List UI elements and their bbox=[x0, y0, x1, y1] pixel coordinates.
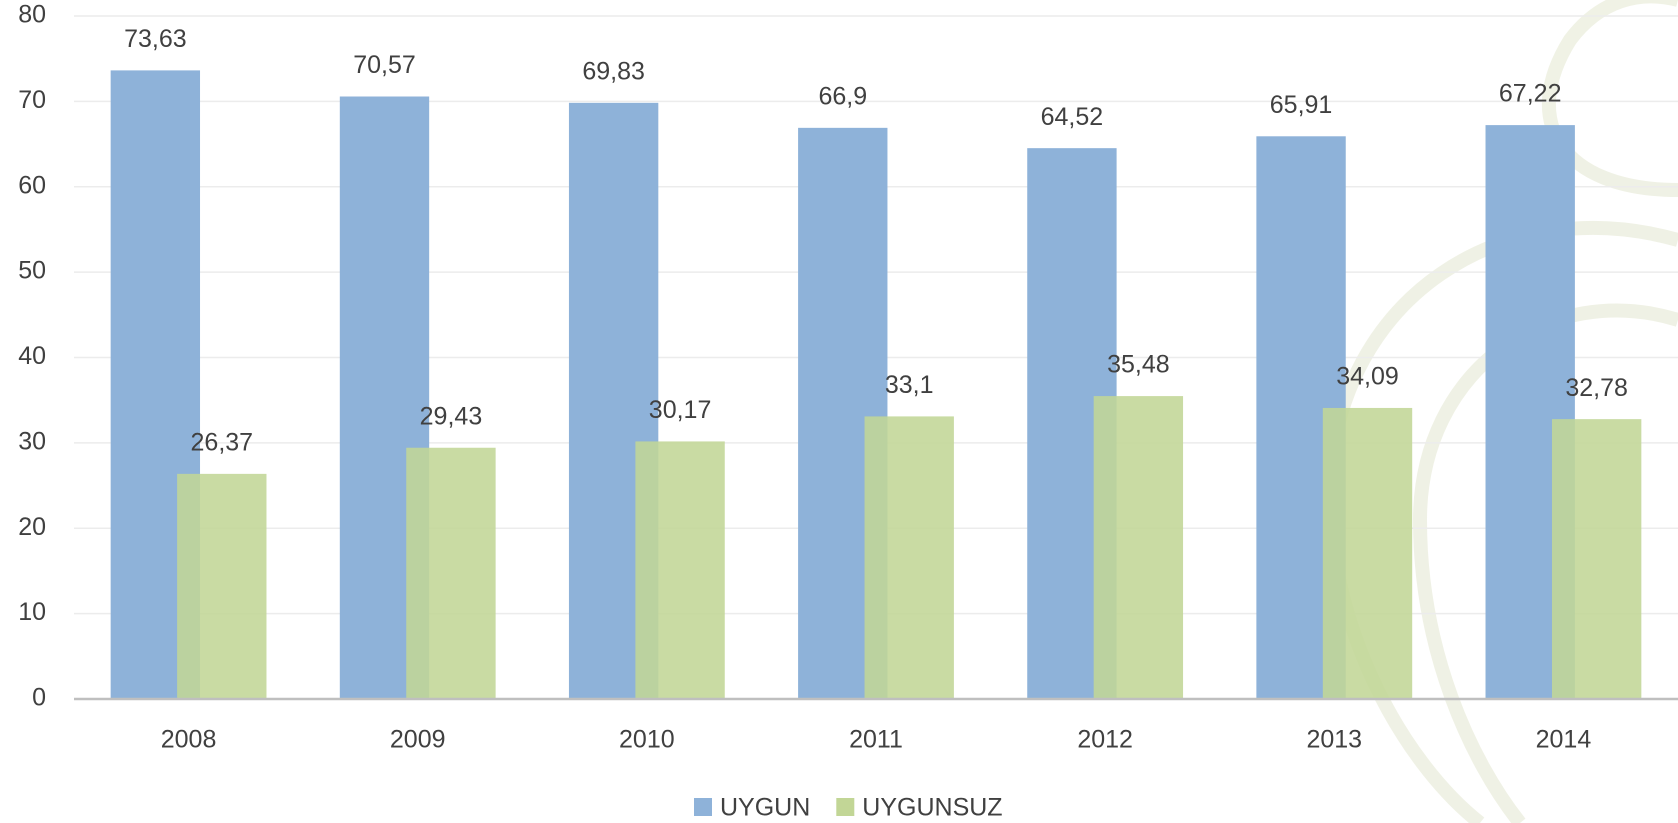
y-tick-label: 20 bbox=[18, 513, 46, 541]
y-tick-label: 70 bbox=[18, 86, 46, 114]
legend-swatch bbox=[836, 798, 854, 816]
data-label: 35,48 bbox=[1107, 351, 1170, 379]
x-tick-label: 2012 bbox=[1077, 726, 1133, 754]
bar bbox=[865, 416, 954, 699]
x-tick-label: 2011 bbox=[849, 726, 903, 754]
y-tick-label: 40 bbox=[18, 342, 46, 370]
chart: 0 10 20 30 40 50 60 70 80 2008 73,63 26,37 2009 70,57… bbox=[0, 0, 1678, 823]
data-label: 66,9 bbox=[818, 82, 867, 110]
x-tick-label: 2008 bbox=[161, 726, 217, 754]
bar bbox=[635, 441, 724, 699]
y-tick-label: 50 bbox=[18, 257, 46, 285]
data-label: 34,09 bbox=[1336, 363, 1399, 391]
y-tick-label: 0 bbox=[32, 684, 46, 712]
y-tick-label: 30 bbox=[18, 427, 46, 455]
bar bbox=[1552, 419, 1641, 699]
y-tick-label: 10 bbox=[18, 598, 46, 626]
bar bbox=[406, 448, 495, 699]
x-tick-label: 2014 bbox=[1536, 726, 1592, 754]
data-label: 70,57 bbox=[353, 51, 416, 79]
data-label: 26,37 bbox=[191, 428, 254, 456]
x-tick-label: 2009 bbox=[390, 726, 446, 754]
data-label: 33,1 bbox=[885, 371, 934, 399]
data-label: 73,63 bbox=[124, 25, 187, 53]
data-label: 30,17 bbox=[649, 396, 712, 424]
plot-area: 0 10 20 30 40 50 60 70 80 2008 73,63 26,37 2009 70,57… bbox=[18, 1, 1678, 822]
data-label: 65,91 bbox=[1270, 91, 1333, 119]
data-label: 64,52 bbox=[1041, 103, 1104, 131]
data-label: 32,78 bbox=[1565, 374, 1628, 402]
data-label: 69,83 bbox=[582, 57, 645, 85]
legend-label: UYGUNSUZ bbox=[862, 794, 1002, 822]
y-tick-label: 60 bbox=[18, 171, 46, 199]
y-tick-label: 80 bbox=[18, 1, 46, 29]
x-tick-label: 2010 bbox=[619, 726, 675, 754]
legend-label: UYGUN bbox=[720, 794, 810, 822]
data-label: 67,22 bbox=[1499, 80, 1562, 108]
bar bbox=[1094, 396, 1183, 699]
x-tick-label: 2013 bbox=[1306, 726, 1362, 754]
bar bbox=[177, 474, 266, 699]
data-label: 29,43 bbox=[420, 402, 483, 430]
legend: UYGUN UYGUNSUZ bbox=[694, 794, 1003, 822]
bar bbox=[1323, 408, 1412, 699]
legend-swatch bbox=[694, 798, 712, 816]
